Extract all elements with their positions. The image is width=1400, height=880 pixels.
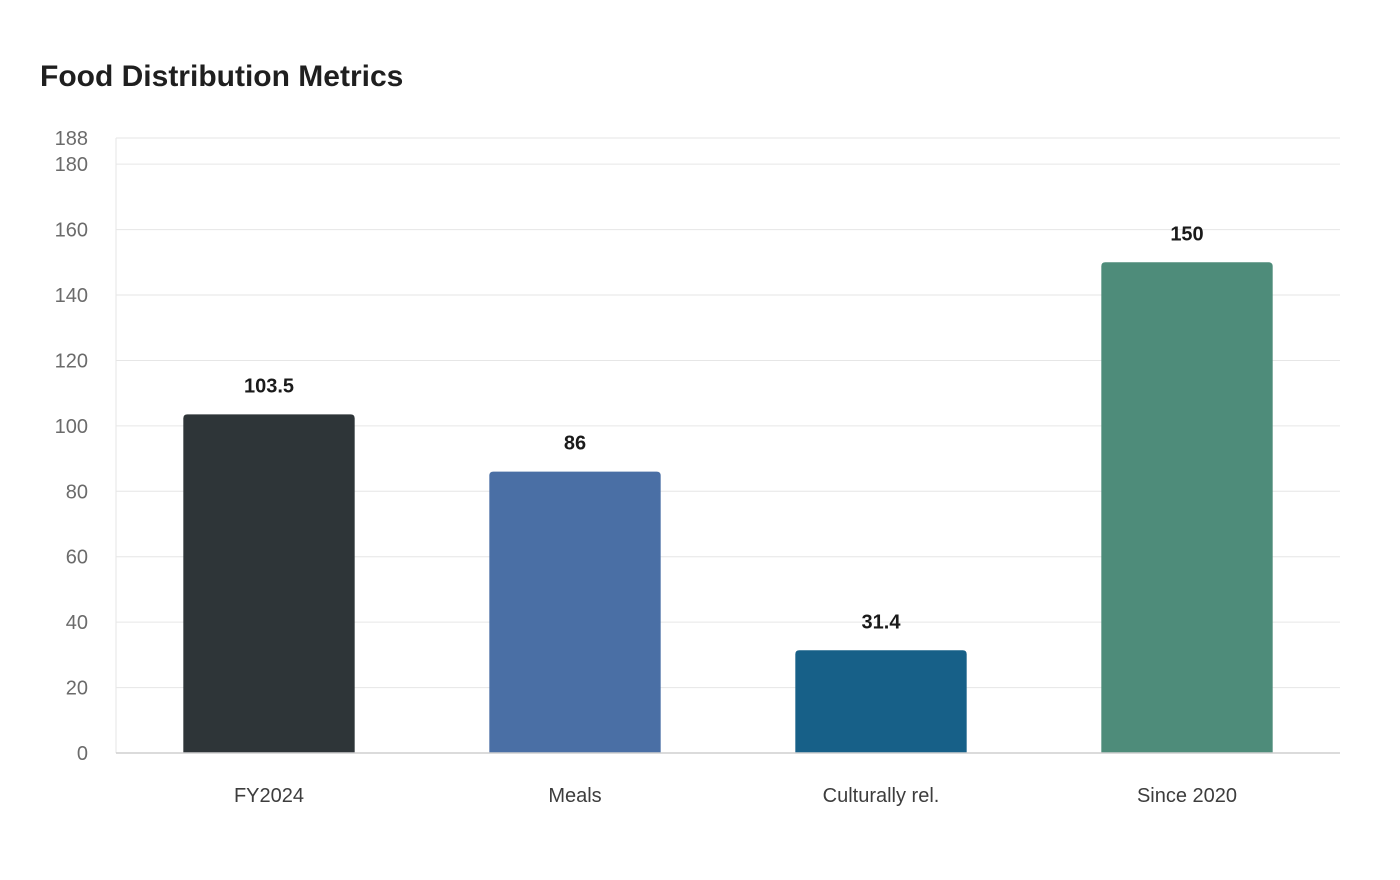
chart-title: Food Distribution Metrics — [40, 60, 404, 93]
y-tick-label: 80 — [66, 481, 88, 503]
y-tick-label: 140 — [55, 285, 88, 307]
y-tick-label: 188 — [55, 128, 88, 150]
x-tick-label: Culturally rel. — [823, 785, 940, 807]
y-tick-label: 100 — [55, 416, 88, 438]
y-tick-label: 20 — [66, 678, 88, 700]
bars — [183, 262, 1273, 753]
bar — [795, 650, 967, 753]
data-label: 86 — [564, 433, 586, 455]
x-tick-label: Meals — [548, 785, 601, 807]
y-tick-label: 160 — [55, 220, 88, 242]
data-label: 103.5 — [244, 375, 294, 397]
labels: 0 20 40 60 80 100 120 140 160 180 188 103.5 FY2024 86… — [55, 128, 1237, 807]
y-tick-label: 60 — [66, 547, 88, 569]
axes — [115, 138, 1340, 754]
bar — [1101, 262, 1273, 753]
y-tick-label: 40 — [66, 612, 88, 634]
y-tick-label: 180 — [55, 154, 88, 176]
bar — [183, 414, 355, 753]
data-label: 31.4 — [862, 611, 902, 633]
data-label: 150 — [1170, 223, 1203, 245]
x-tick-label: Since 2020 — [1137, 785, 1237, 807]
bar — [489, 471, 661, 753]
x-tick-label: FY2024 — [234, 785, 304, 807]
y-tick-label: 120 — [55, 350, 88, 372]
y-tick-label: 0 — [77, 743, 88, 765]
